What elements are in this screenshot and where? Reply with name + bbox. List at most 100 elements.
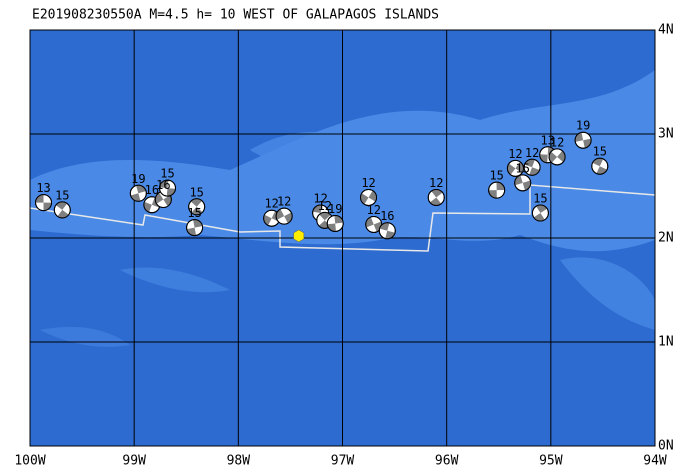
focal-mechanism (159, 179, 176, 197)
y-tick-label: 2N (658, 231, 674, 246)
compression-quadrant (155, 192, 164, 204)
focal-mechanism (591, 157, 609, 175)
depth-label: 19 (131, 172, 145, 186)
compression-quadrant (43, 202, 52, 211)
beachball-outline (506, 159, 524, 177)
x-tick-label: 94W (643, 454, 667, 469)
depth-label: 15 (187, 206, 201, 220)
compression-quadrant (319, 212, 331, 221)
beachball-outline (360, 188, 378, 206)
focal-mechanism (186, 219, 204, 237)
compression-quadrant (507, 163, 516, 175)
beachball-outline (275, 207, 293, 225)
focal-mechanism (275, 207, 293, 225)
x-tick-label: 99W (122, 454, 146, 469)
beachball-outline (591, 157, 609, 175)
depth-label: 12 (367, 203, 381, 217)
compression-quadrant (557, 150, 566, 163)
beachball-outline (35, 194, 53, 212)
y-tick-label: 4N (658, 23, 674, 38)
focal-mechanism (378, 222, 396, 240)
y-tick-label: 1N (658, 335, 674, 350)
compression-quadrant (539, 154, 548, 163)
beachball-outline (427, 188, 445, 206)
compression-quadrant (57, 209, 69, 218)
depth-label: 12 (318, 199, 332, 213)
y-tick-label: 3N (658, 127, 674, 142)
focal-mechanism (35, 194, 53, 212)
beachball-outline (514, 174, 532, 192)
beachball-outline (574, 131, 592, 149)
beachball-outline (159, 179, 176, 197)
depth-label: 15 (189, 185, 203, 199)
focal-mechanism (427, 188, 445, 206)
compression-quadrant (515, 161, 524, 173)
x-tick-label: 95W (539, 454, 563, 469)
compression-quadrant (186, 227, 197, 236)
depth-label: 12 (525, 146, 539, 160)
compression-quadrant (312, 205, 322, 214)
compression-quadrant (533, 213, 545, 222)
focal-mechanism (360, 188, 378, 206)
frame (29, 29, 656, 447)
compression-quadrant (496, 182, 505, 191)
focal-mechanism (506, 159, 524, 177)
depth-label: 12 (277, 195, 291, 209)
focal-mechanism (523, 158, 541, 176)
depth-label: 16 (156, 178, 170, 192)
compression-quadrant (55, 201, 68, 210)
compression-quadrant (327, 223, 336, 232)
depth-label: 12 (550, 135, 564, 149)
depth-label: 15 (533, 192, 547, 206)
compression-quadrant (193, 219, 203, 228)
beachball-outline (188, 198, 206, 216)
compression-quadrant (35, 194, 44, 203)
beachball-outline (326, 214, 344, 232)
compression-quadrant (166, 188, 176, 197)
focal-mechanism (514, 174, 532, 192)
depth-label: 12 (361, 176, 375, 190)
focal-mechanism (531, 204, 549, 222)
depth-label: 15 (593, 145, 607, 159)
beachball-outline (531, 204, 549, 222)
compression-quadrant (429, 197, 442, 206)
compression-quadrant (549, 151, 558, 163)
epicenter (293, 229, 305, 243)
plate-boundary (29, 184, 656, 252)
compression-quadrant (431, 189, 443, 198)
depth-label: 13 (540, 133, 554, 147)
beachball-outline (378, 222, 396, 240)
focal-mechanism (548, 148, 566, 166)
beachball-outline (523, 158, 541, 176)
compression-quadrant (575, 132, 584, 142)
focal-mechanism (53, 201, 71, 219)
depth-label: 15 (160, 167, 174, 181)
compression-quadrant (191, 206, 203, 215)
depth-label: 15 (55, 188, 69, 202)
depth-label: 12 (429, 176, 443, 190)
compression-quadrant (159, 180, 169, 189)
compression-quadrant (368, 190, 377, 202)
map-title: E201908230550A M=4.5 h= 10 WEST OF GALAP… (32, 8, 439, 23)
focal-mechanism (188, 198, 206, 216)
compression-quadrant (284, 212, 293, 224)
beachball-outline (186, 219, 204, 237)
focal-mechanism (574, 131, 592, 149)
compression-quadrant (334, 215, 344, 224)
focal-mechanism (326, 214, 344, 232)
depth-label: 19 (576, 119, 590, 133)
depth-label: 16 (145, 183, 159, 197)
focal-mechanism (488, 181, 506, 199)
beachball-outline (53, 201, 71, 219)
x-tick-label: 97W (331, 454, 355, 469)
depth-label: 12 (264, 197, 278, 211)
depth-label: 19 (328, 202, 342, 216)
depth-label: 12 (508, 147, 522, 161)
depth-label: 15 (489, 169, 503, 183)
y-tick-label: 0N (658, 439, 674, 454)
compression-quadrant (536, 205, 548, 214)
compression-quadrant (163, 195, 172, 207)
beachball-outline (548, 148, 566, 166)
beachball-outline (488, 181, 506, 199)
